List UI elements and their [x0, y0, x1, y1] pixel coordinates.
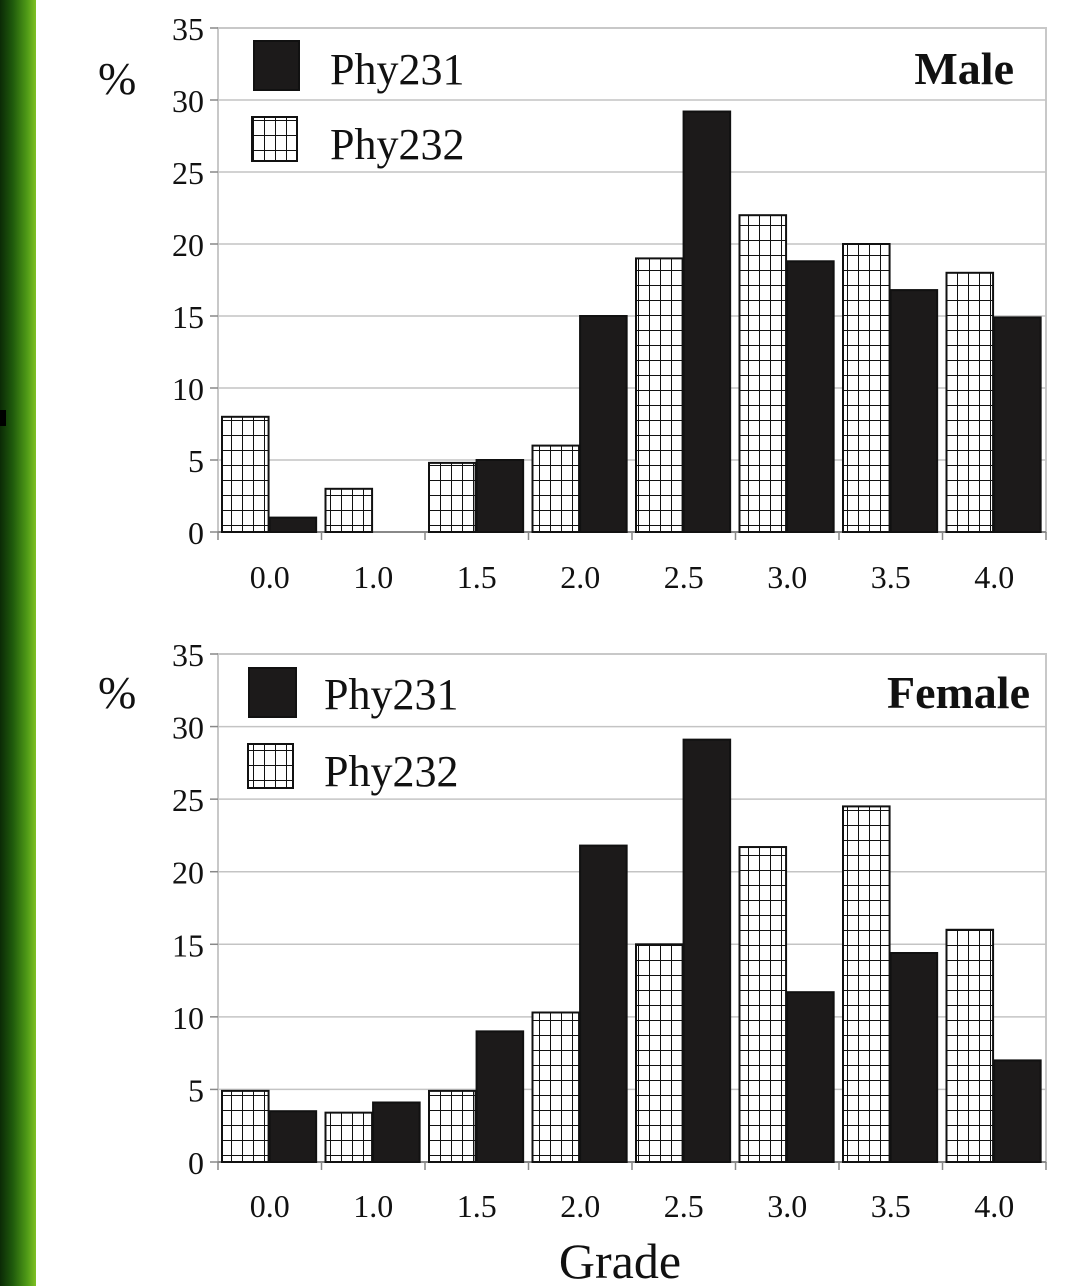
male-y-tick-label: 25 [172, 155, 204, 191]
male-y-tick-label: 30 [172, 83, 204, 119]
male-y-tick-label: 10 [172, 371, 204, 407]
female-x-tick-label: 4.0 [974, 1188, 1014, 1224]
female-bar-phy232-2.5 [635, 943, 684, 1163]
female-bar-phy232-0.0 [221, 1089, 270, 1164]
male-panel-label: Male [914, 43, 1014, 94]
green-side-stripe [0, 0, 36, 1286]
female-bar-phy231-2.0 [579, 844, 628, 1163]
female-bar-phy231-1.5 [475, 1030, 525, 1164]
female-x-tick-label: 0.0 [250, 1188, 290, 1224]
male-x-tick-label: 3.0 [767, 559, 807, 595]
female-x-tick-label: 3.0 [767, 1188, 807, 1224]
female-x-tick-label: 2.5 [664, 1188, 704, 1224]
male-bar-phy232-2.5 [635, 257, 684, 533]
male-bar-phy232-3.0 [738, 214, 788, 533]
male-x-tick-label: 0.0 [250, 559, 290, 595]
male-bar-phy231-2.5 [682, 110, 732, 534]
male-legend-label-phy231: Phy231 [330, 45, 464, 94]
male-bar-phy231-0.0 [268, 516, 318, 533]
female-y-axis-label: % [98, 667, 136, 718]
male-bar-phy232-1.0 [324, 487, 374, 533]
male-legend-label-phy232: Phy232 [330, 120, 464, 169]
female-x-tick-label: 1.0 [353, 1188, 393, 1224]
male-bar-phy231-3.0 [786, 260, 835, 533]
female-y-ticks: 0 5 10 15 20 25 30 35 [172, 637, 218, 1181]
female-y-tick-label: 30 [172, 710, 204, 746]
male-x-ticks: 0.0 1.0 1.5 2.0 2.5 3.0 3.5 4.0 [217, 531, 1047, 595]
male-bar-phy231-4.0 [993, 316, 1042, 533]
male-x-tick-label: 2.5 [664, 559, 704, 595]
female-bar-phy231-1.0 [372, 1101, 421, 1164]
male-bar-phy232-4.0 [945, 271, 995, 533]
female-bar-phy232-3.5 [842, 805, 891, 1164]
female-bar-phy232-4.0 [945, 928, 995, 1163]
male-bars [221, 110, 1042, 534]
female-legend-swatch-phy232 [247, 743, 294, 789]
female-legend-swatch-phy231 [248, 667, 297, 718]
male-y-ticks: 0 5 10 15 20 25 30 35 [172, 11, 218, 551]
male-bar-phy232-3.5 [842, 243, 891, 533]
female-y-tick-label: 35 [172, 637, 204, 673]
female-y-tick-label: 5 [188, 1072, 204, 1108]
male-x-tick-label: 3.5 [871, 559, 911, 595]
male-y-tick-label: 20 [172, 227, 204, 263]
female-bar-phy231-2.5 [682, 738, 732, 1163]
male-x-tick-label: 1.5 [457, 559, 497, 595]
male-legend: Phy231 Phy232 [251, 40, 464, 169]
female-x-tick-label: 2.0 [560, 1188, 600, 1224]
female-y-tick-label: 20 [172, 855, 204, 891]
female-x-tick-label: 3.5 [871, 1188, 911, 1224]
female-legend: Phy231 Phy232 [247, 667, 458, 796]
male-bar-phy232-2.0 [531, 444, 581, 534]
male-bar-phy231-3.5 [889, 289, 939, 533]
male-bar-phy232-0.0 [221, 415, 270, 533]
female-legend-label-phy231: Phy231 [324, 670, 458, 719]
female-bar-phy231-3.0 [786, 991, 835, 1163]
female-y-tick-label: 10 [172, 1000, 204, 1036]
female-bar-phy232-3.0 [738, 846, 788, 1163]
male-bar-phy231-1.5 [475, 459, 525, 533]
male-x-tick-label: 1.0 [353, 559, 393, 595]
male-bar-phy231-2.0 [579, 315, 628, 533]
female-bar-phy232-2.0 [531, 1011, 581, 1164]
male-y-tick-label: 0 [188, 515, 204, 551]
female-x-ticks: 0.0 1.0 1.5 2.0 2.5 3.0 3.5 4.0 [217, 1161, 1047, 1224]
male-legend-swatch-phy232 [251, 116, 298, 162]
male-y-tick-label: 35 [172, 11, 204, 47]
male-x-tick-label: 4.0 [974, 559, 1014, 595]
male-y-tick-label: 5 [188, 443, 204, 479]
male-legend-swatch-phy231 [253, 40, 300, 91]
female-bar-phy231-4.0 [993, 1059, 1042, 1164]
female-bars [221, 738, 1042, 1164]
female-bar-phy231-0.0 [268, 1110, 318, 1163]
female-y-tick-label: 25 [172, 782, 204, 818]
female-y-tick-label: 15 [172, 927, 204, 963]
male-y-tick-label: 15 [172, 299, 204, 335]
female-y-tick-label: 0 [188, 1145, 204, 1181]
male-bar-phy232-1.5 [428, 461, 477, 534]
female-x-tick-label: 1.5 [457, 1188, 497, 1224]
female-bar-phy232-1.5 [428, 1089, 477, 1164]
female-bar-phy232-1.0 [324, 1111, 374, 1164]
female-legend-label-phy232: Phy232 [324, 747, 458, 796]
male-x-tick-label: 2.0 [560, 559, 600, 595]
x-axis-label: Grade [559, 1233, 681, 1286]
female-panel-label: Female [887, 667, 1030, 718]
female-bar-phy231-3.5 [889, 951, 939, 1163]
male-y-axis-label: % [98, 53, 136, 104]
